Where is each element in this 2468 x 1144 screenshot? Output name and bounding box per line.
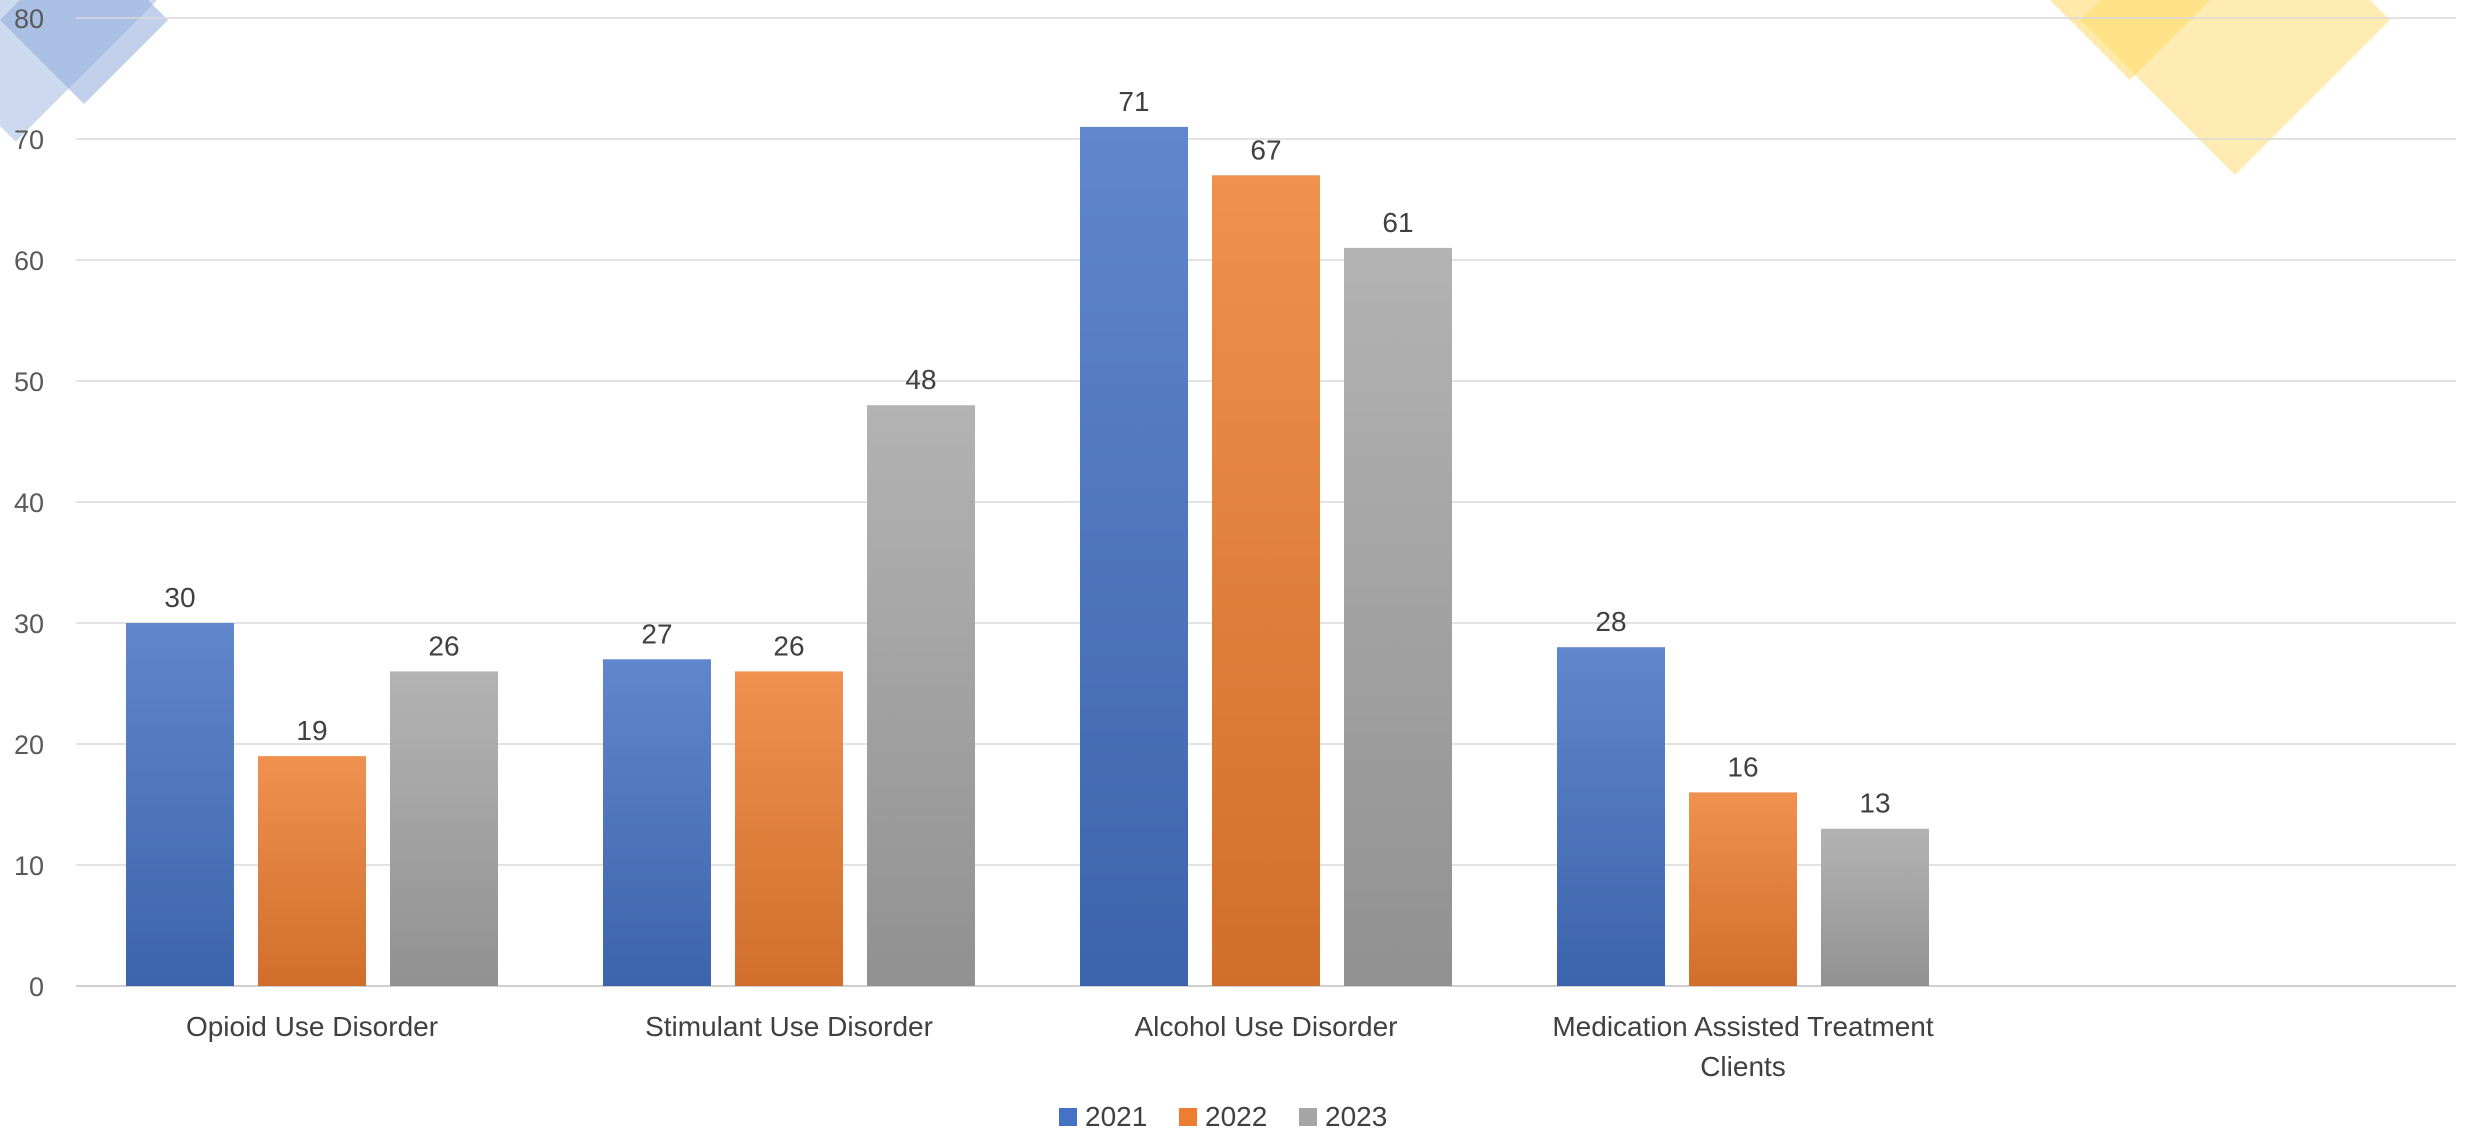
y-tick-label-10: 10 xyxy=(14,851,44,881)
y-tick-label-0: 0 xyxy=(29,972,44,1002)
data-label-2023-1: 48 xyxy=(905,364,936,395)
data-label-2021-0: 30 xyxy=(164,582,195,613)
data-label-2022-3: 16 xyxy=(1727,751,1758,782)
bar-2023-2 xyxy=(1344,247,1452,986)
bar-2023-1 xyxy=(867,405,975,986)
category-label-1: Stimulant Use Disorder xyxy=(645,1011,933,1042)
data-label-2022-0: 19 xyxy=(296,715,327,746)
y-tick-label-60: 60 xyxy=(14,246,44,276)
data-label-2023-0: 26 xyxy=(428,630,459,661)
legend-item-2023: 2023 xyxy=(1299,1101,1387,1132)
background-decorations xyxy=(0,0,2390,175)
data-label-2023-2: 61 xyxy=(1382,207,1413,238)
x-axis-category-labels: Opioid Use Disorder Stimulant Use Disorde… xyxy=(186,1011,1934,1082)
bar-2021-0 xyxy=(126,623,234,986)
y-tick-label-50: 50 xyxy=(14,367,44,397)
legend-label-2022: 2022 xyxy=(1205,1101,1267,1132)
legend-item-2022: 2022 xyxy=(1179,1101,1267,1132)
bar-2022-2 xyxy=(1212,175,1320,987)
data-label-2022-2: 67 xyxy=(1250,134,1281,165)
y-tick-label-70: 70 xyxy=(14,125,44,155)
bars xyxy=(126,126,1929,987)
bar-2022-3 xyxy=(1689,792,1797,986)
bar-2023-0 xyxy=(390,671,498,986)
y-tick-label-30: 30 xyxy=(14,609,44,639)
decor-diamond-blue-2 xyxy=(0,0,158,142)
data-labels: 30 19 26 27 26 48 71 67 61 28 16 13 xyxy=(164,86,1890,819)
category-label-2: Alcohol Use Disorder xyxy=(1135,1011,1398,1042)
legend-label-2021: 2021 xyxy=(1085,1101,1147,1132)
data-label-2021-2: 71 xyxy=(1118,86,1149,117)
data-label-2021-3: 28 xyxy=(1595,606,1626,637)
decor-diamond-yellow-2 xyxy=(2080,0,2390,175)
category-label-0: Opioid Use Disorder xyxy=(186,1011,438,1042)
bar-2022-0 xyxy=(258,756,366,986)
legend-label-2023: 2023 xyxy=(1325,1101,1387,1132)
legend-item-2021: 2021 xyxy=(1059,1101,1147,1132)
bar-2021-1 xyxy=(603,659,711,986)
bar-2021-2 xyxy=(1080,126,1188,986)
y-tick-label-80: 80 xyxy=(14,4,44,34)
y-tick-label-40: 40 xyxy=(14,488,44,518)
y-axis-tick-labels: 0 10 20 30 40 50 60 70 80 xyxy=(14,4,44,1002)
data-label-2023-3: 13 xyxy=(1859,788,1890,819)
bar-2023-3 xyxy=(1821,828,1929,986)
legend: 2021 2022 2023 xyxy=(1059,1101,1387,1132)
legend-swatch-2021 xyxy=(1059,1108,1077,1126)
category-label-3: Medication Assisted Treatment Clients xyxy=(1552,1011,1934,1082)
bar-2021-3 xyxy=(1557,647,1665,986)
legend-swatch-2023 xyxy=(1299,1108,1317,1126)
legend-swatch-2022 xyxy=(1179,1108,1197,1126)
bar-2022-1 xyxy=(735,671,843,986)
y-tick-label-20: 20 xyxy=(14,730,44,760)
data-label-2021-1: 27 xyxy=(641,618,672,649)
data-label-2022-1: 26 xyxy=(773,630,804,661)
decor-diamond-blue-1 xyxy=(0,0,168,104)
